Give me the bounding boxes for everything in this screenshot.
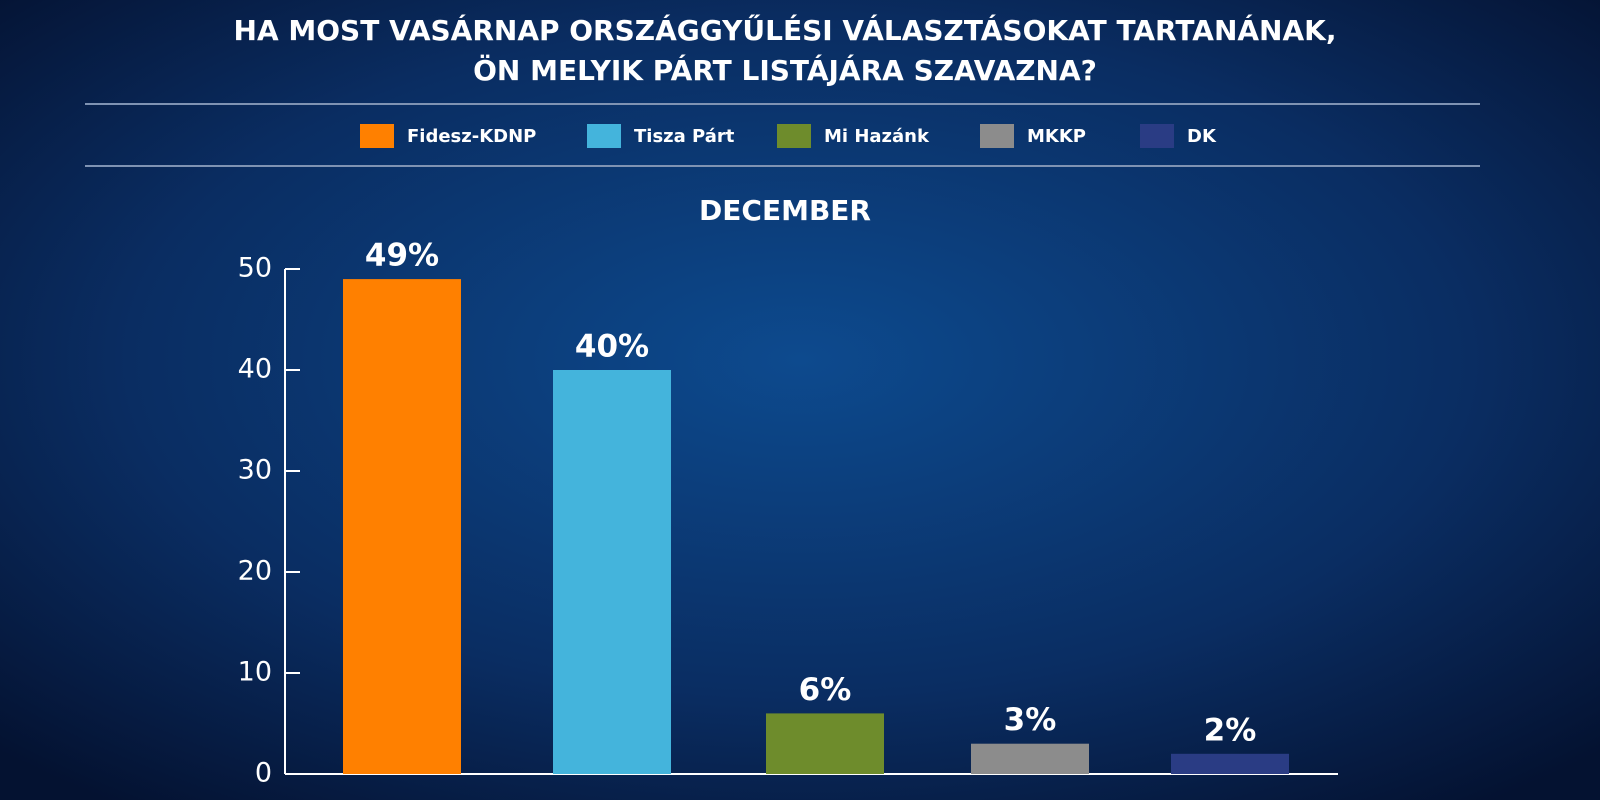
value-label: 2% bbox=[1204, 712, 1257, 748]
chart-subtitle: DECEMBER bbox=[699, 194, 871, 227]
legend-swatch bbox=[360, 124, 394, 148]
bar bbox=[971, 743, 1089, 774]
legend-swatch bbox=[777, 124, 811, 148]
y-tick-label: 40 bbox=[238, 354, 272, 385]
y-tick-label: 30 bbox=[238, 455, 272, 486]
chart-title: HA MOST VASÁRNAP ORSZÁGGYŰLÉSI VÁLASZTÁS… bbox=[234, 13, 1337, 47]
legend-label: MKKP bbox=[1027, 126, 1086, 147]
legend-label: Fidesz-KDNP bbox=[407, 126, 536, 147]
legend-label: Tisza Párt bbox=[634, 126, 735, 147]
value-label: 6% bbox=[799, 672, 852, 708]
y-tick-label: 0 bbox=[255, 758, 272, 789]
bar bbox=[1171, 753, 1289, 774]
y-tick-label: 10 bbox=[238, 657, 272, 688]
legend-label: DK bbox=[1187, 126, 1217, 147]
bar bbox=[343, 279, 461, 774]
value-label: 40% bbox=[575, 329, 649, 365]
value-label: 3% bbox=[1004, 702, 1057, 738]
value-label: 49% bbox=[365, 238, 439, 274]
legend-swatch bbox=[980, 124, 1014, 148]
y-tick-label: 20 bbox=[238, 556, 272, 587]
bar bbox=[553, 370, 671, 774]
chart-title: ÖN MELYIK PÁRT LISTÁJÁRA SZAVAZNA? bbox=[473, 53, 1097, 87]
y-tick-label: 50 bbox=[238, 253, 272, 284]
bar bbox=[766, 713, 884, 774]
legend-swatch bbox=[1140, 124, 1174, 148]
legend-swatch bbox=[587, 124, 621, 148]
legend-label: Mi Hazánk bbox=[824, 126, 930, 147]
